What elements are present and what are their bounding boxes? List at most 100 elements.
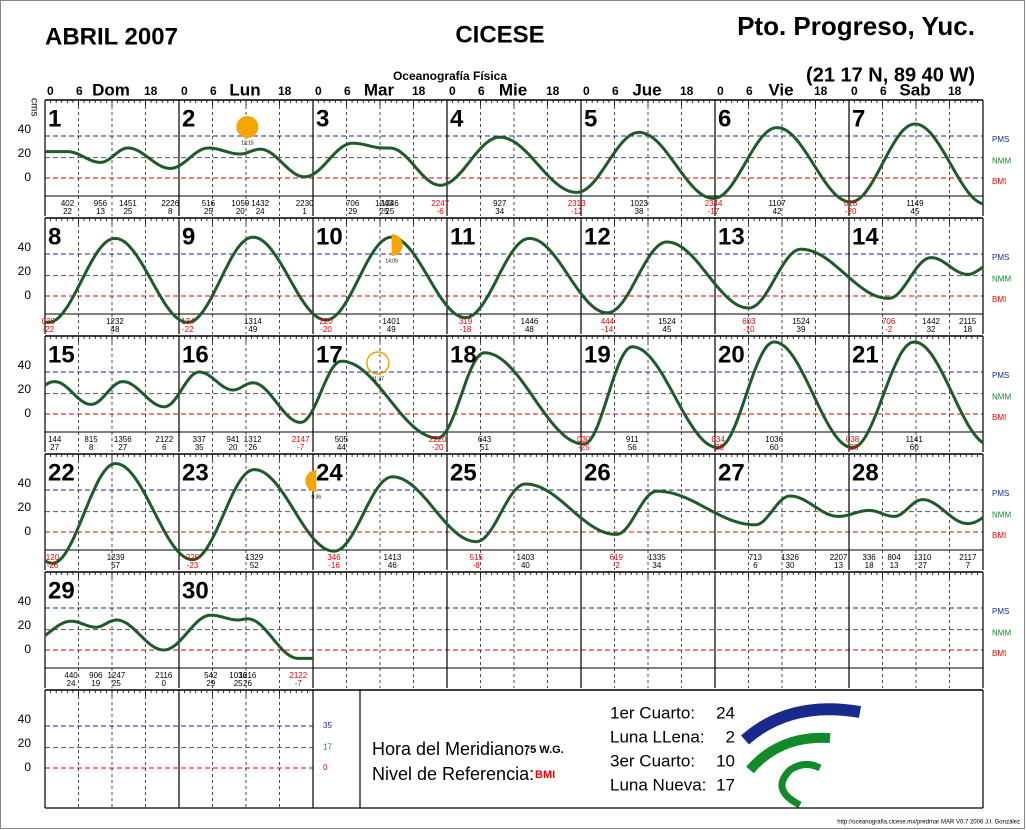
tide-time: 1314: [244, 317, 262, 326]
level-name: PMS: [992, 371, 1009, 380]
tide-time: 2247: [431, 199, 449, 208]
tide-time: 1346: [381, 199, 399, 208]
tide-time: 2115: [959, 317, 977, 326]
hour-tick-label: 18: [546, 84, 560, 98]
tide-height: 19: [91, 679, 100, 688]
phase-day: 17: [716, 775, 735, 794]
tide-height: 25: [385, 207, 394, 216]
tide-height: 60: [910, 443, 919, 452]
tide-time: 906: [89, 671, 103, 680]
tide-time: 643: [478, 435, 492, 444]
tide-time: 1239: [107, 553, 125, 562]
weekday-label: Vie: [768, 80, 793, 99]
tide-height: -16: [328, 561, 340, 570]
tide-height: -23: [187, 561, 199, 570]
tide-height: 13: [834, 561, 843, 570]
y-label: 20: [18, 500, 32, 514]
tide-time: 2230: [296, 199, 314, 208]
tide-height: 32: [927, 325, 936, 334]
tide-time: 2220: [429, 435, 447, 444]
tide-height: -22: [182, 325, 194, 334]
day-number: 7: [852, 105, 865, 132]
day-number: 13: [718, 223, 745, 250]
tide-height: 49: [248, 325, 257, 334]
tide-height: 30: [786, 561, 795, 570]
tide-time: 706: [882, 317, 896, 326]
y-label: 0: [24, 642, 31, 656]
department: Oceanografía Física: [393, 69, 507, 83]
tide-time: 319: [459, 317, 473, 326]
tide-height: 48: [525, 325, 534, 334]
y-label: 40: [18, 594, 32, 608]
tide-time: 1446: [521, 317, 539, 326]
moon: [305, 470, 317, 492]
y-label: 0: [24, 760, 31, 774]
institution: CICESE: [455, 21, 544, 48]
tide-time: 036: [42, 317, 56, 326]
tide-height: 18: [963, 325, 972, 334]
y-label: 40: [18, 122, 32, 136]
day-number: 17: [316, 341, 343, 368]
tide-time: 1329: [245, 553, 263, 562]
hour-tick-label: 0: [583, 84, 590, 98]
hour-tick-label: 0: [181, 84, 188, 98]
day-number: 16: [182, 341, 209, 368]
hour-tick-label: 18: [278, 84, 292, 98]
day-number: 11: [450, 223, 475, 250]
tide-height: 40: [521, 561, 530, 570]
hour-tick-label: 18: [144, 84, 158, 98]
tide-height: 25: [380, 207, 389, 216]
level-name: BMI: [992, 177, 1006, 186]
tide-height: -20: [845, 207, 857, 216]
tide-time: 402: [61, 199, 75, 208]
tide-height: 13: [96, 207, 105, 216]
tide-height: 45: [911, 207, 920, 216]
tide-time: 030: [577, 435, 591, 444]
tide-height: 34: [652, 561, 661, 570]
weekday-label: Mie: [499, 80, 527, 99]
tide-height: 13: [890, 561, 899, 570]
day-number: 25: [450, 459, 477, 486]
day-number: 26: [584, 459, 611, 486]
hour-tick-label: 6: [880, 84, 887, 98]
tide-time: 815: [84, 435, 98, 444]
tide-height: 27: [50, 443, 59, 452]
tide-time: 1216: [239, 671, 257, 680]
y-label: 0: [24, 406, 31, 420]
tide-time: 1401: [382, 317, 400, 326]
tide-time: 1413: [383, 553, 401, 562]
tide-time: 1356: [114, 435, 132, 444]
tide-height: 27: [918, 561, 927, 570]
hour-tick-label: 0: [851, 84, 858, 98]
day-number: 15: [48, 341, 75, 368]
day-number: 30: [182, 577, 209, 604]
hour-tick-label: 18: [948, 84, 962, 98]
tide-time: 706: [346, 199, 360, 208]
tide-time: 1310: [914, 553, 932, 562]
phase-day: 10: [716, 751, 735, 770]
hour-tick-label: 0: [717, 84, 724, 98]
y-label: 40: [18, 476, 32, 490]
tide-time: 2226: [161, 199, 179, 208]
tide-time: 038: [846, 435, 860, 444]
weekday-label: Sab: [899, 80, 930, 99]
tide-curve: [45, 122, 984, 206]
y-label: 20: [18, 146, 32, 160]
moon-time: 11:37: [372, 376, 384, 382]
y-label: 40: [18, 712, 32, 726]
tide-time: 911: [626, 435, 639, 444]
tide-height: -26: [47, 561, 59, 570]
meridian-label: Hora del Meridiano:: [372, 739, 529, 759]
tide-height: -14: [602, 325, 614, 334]
tide-height: 57: [111, 561, 120, 570]
weekday-label: Mar: [364, 80, 395, 99]
day-number: 22: [48, 459, 75, 486]
y-label: 20: [18, 618, 32, 632]
day-number: 20: [718, 341, 745, 368]
tide-height: 29: [348, 207, 357, 216]
reference-label: Nivel de Referencia:: [372, 764, 534, 784]
tide-time: 225: [186, 553, 200, 562]
tide-time: 1312: [244, 435, 262, 444]
tide-time: 713: [749, 553, 763, 562]
day-number: 2: [182, 105, 195, 132]
